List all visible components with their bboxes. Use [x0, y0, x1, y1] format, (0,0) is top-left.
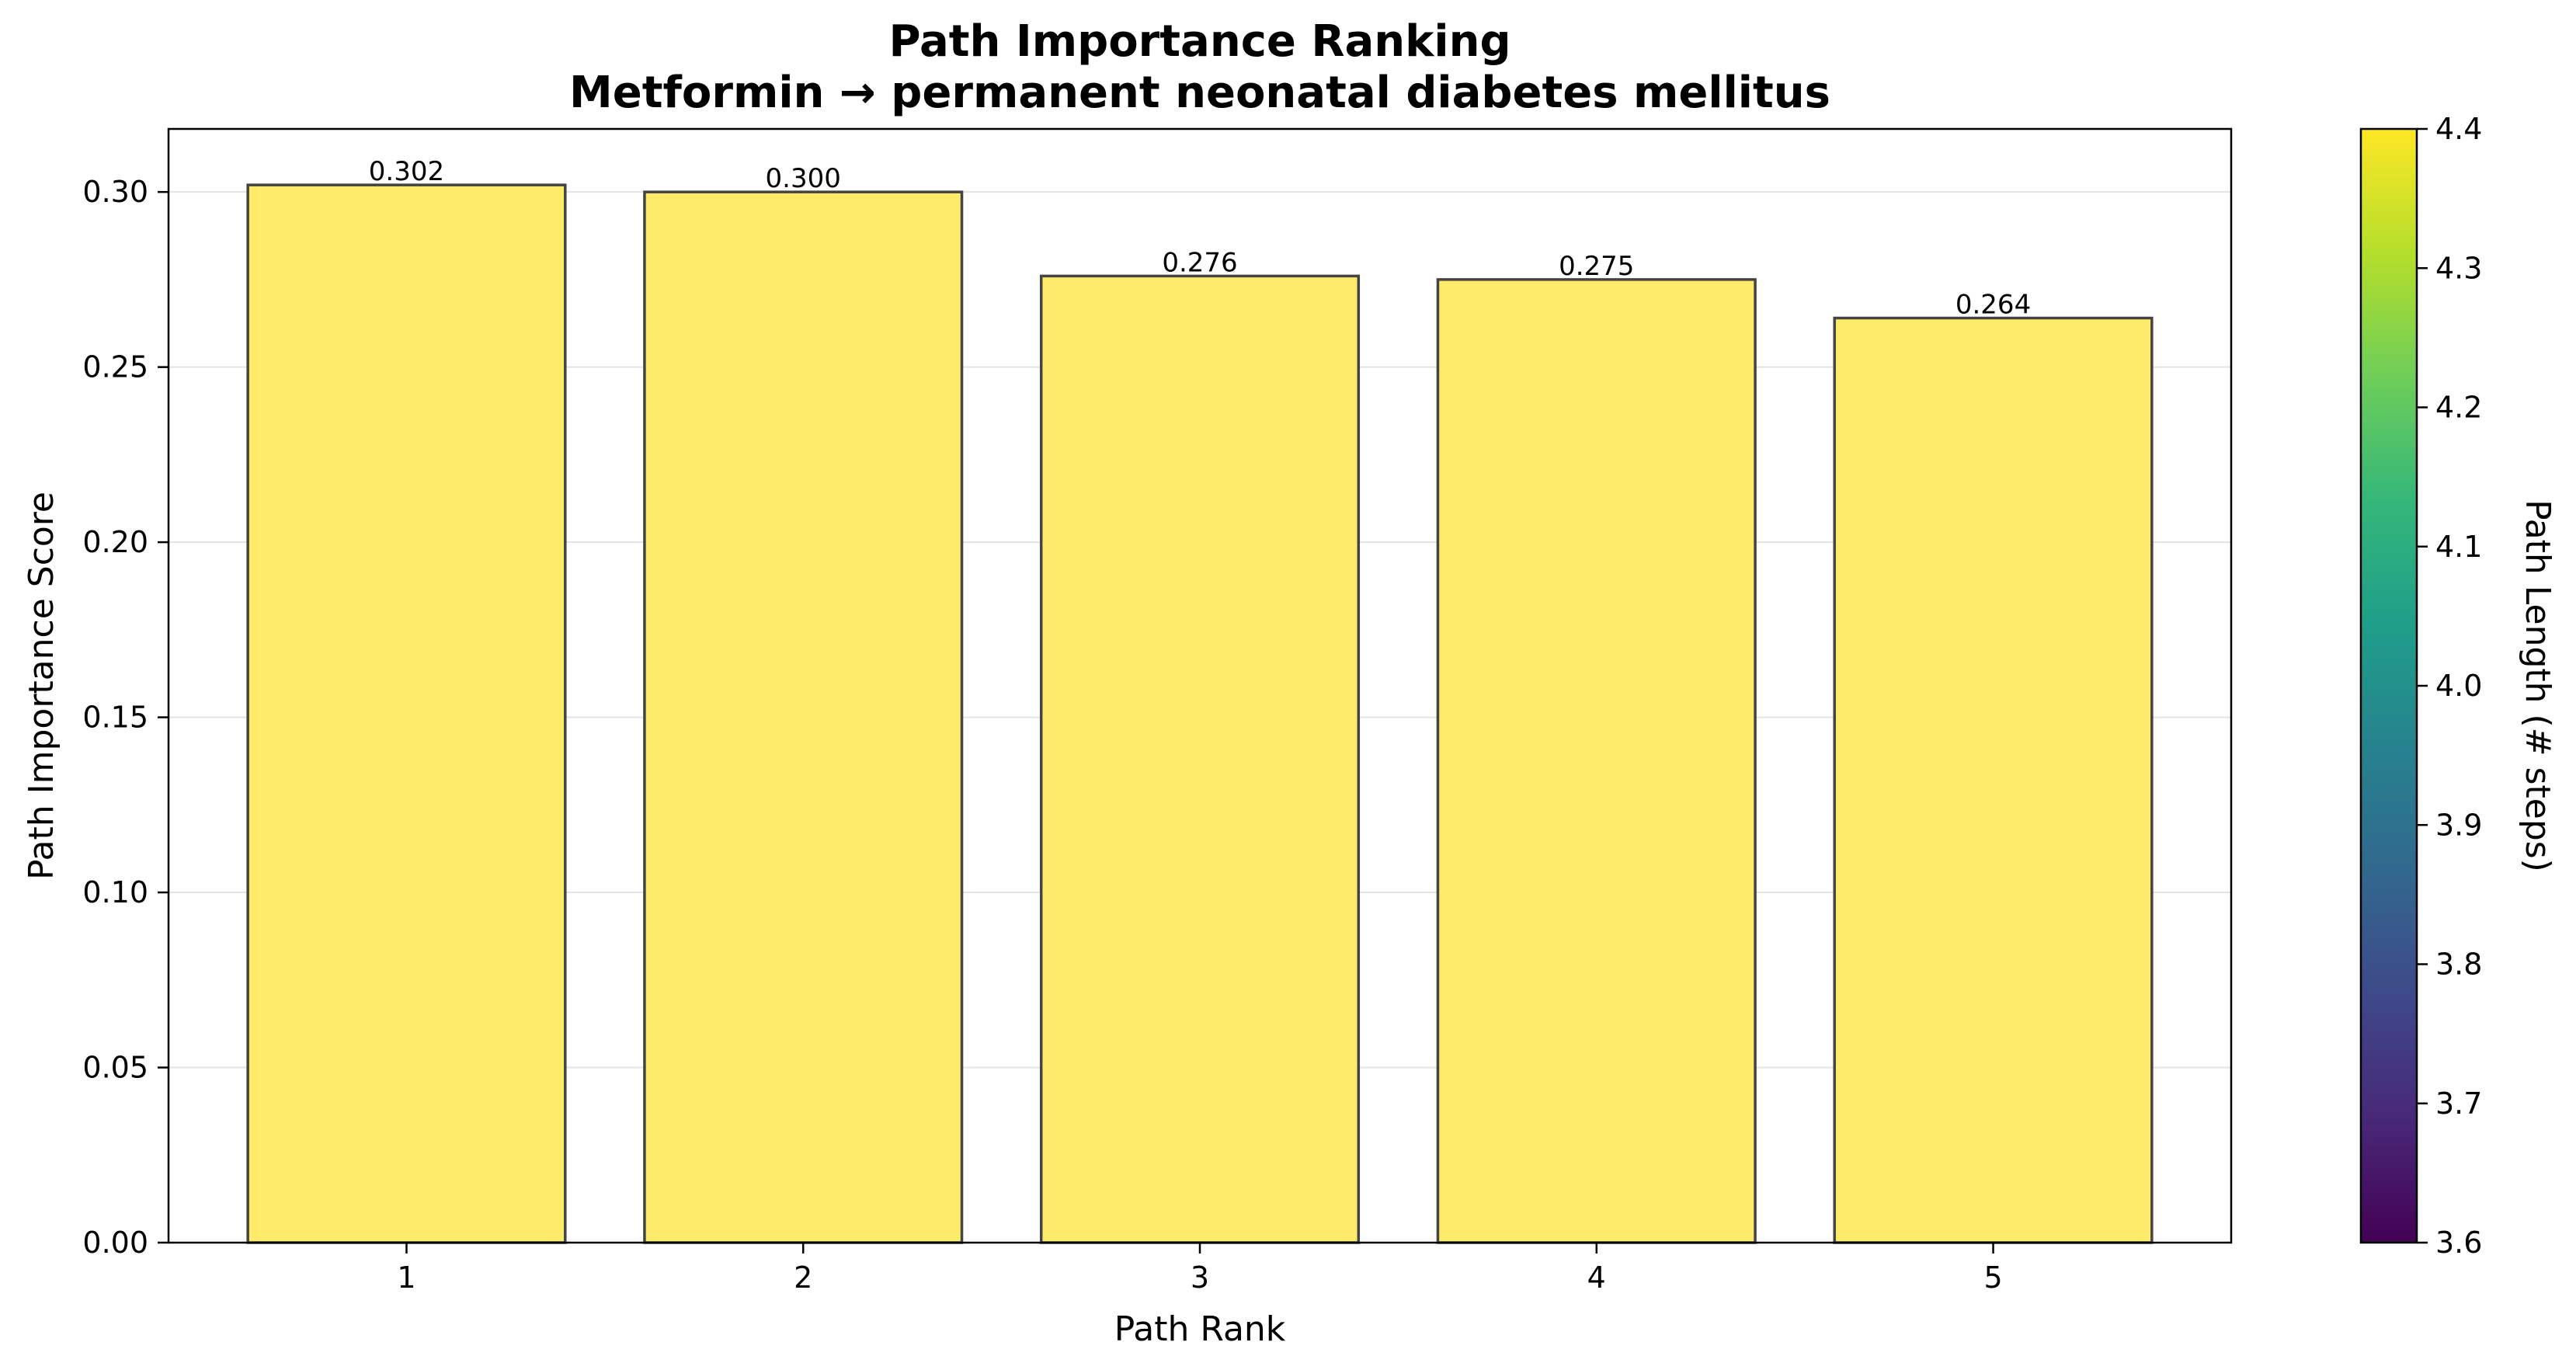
colorbar-tick-label: 4.3	[2435, 251, 2482, 285]
colorbar-tick-label: 4.1	[2435, 530, 2482, 564]
chart-title: Path Importance Ranking	[888, 16, 1510, 67]
x-axis-label: Path Rank	[1114, 1309, 1286, 1349]
bar-value-label: 0.276	[1162, 247, 1237, 278]
colorbar	[2359, 127, 2418, 1244]
bar	[1436, 278, 1757, 1244]
colorbar-ticks: 3.6 3.7 3.8 3.9 4.0 4.1 4.2 4.3 4.4	[2417, 112, 2482, 1260]
bars	[246, 183, 2154, 1244]
bar	[1039, 274, 1361, 1244]
colorbar-tick-label: 3.8	[2435, 948, 2482, 982]
bar-value-label: 0.300	[766, 163, 841, 194]
x-tick-label: 5	[1983, 1260, 2002, 1295]
value-labels: 0.302 0.300 0.276 0.275 0.264	[369, 156, 2031, 320]
y-axis-label: Path Importance Score	[22, 492, 61, 880]
y-tick-label: 0.10	[82, 875, 148, 909]
bar-value-label: 0.275	[1559, 251, 1634, 282]
colorbar-label: Path Length (# steps)	[2518, 499, 2557, 872]
colorbar-tick-label: 3.7	[2435, 1087, 2482, 1121]
bar	[643, 190, 964, 1244]
y-tick-label: 0.25	[82, 350, 148, 384]
x-tick-label: 3	[1191, 1260, 1209, 1295]
x-tick-label: 1	[397, 1260, 415, 1295]
y-tick-label: 0.20	[82, 525, 148, 559]
colorbar-tick-label: 4.0	[2435, 669, 2482, 703]
x-tick-label: 4	[1587, 1260, 1606, 1295]
y-tick-label: 0.30	[82, 175, 148, 209]
colorbar-tick-label: 3.9	[2435, 808, 2482, 842]
y-tick-label: 0.00	[82, 1226, 148, 1260]
y-tick-label: 0.05	[82, 1051, 148, 1085]
bar-value-label: 0.302	[369, 156, 444, 187]
y-axis: 0.00 0.05 0.10 0.15 0.20 0.25 0.30	[82, 175, 169, 1260]
y-tick-label: 0.15	[82, 701, 148, 735]
bar	[246, 183, 567, 1244]
colorbar-tick-label: 4.2	[2435, 391, 2482, 425]
bar	[1833, 316, 2154, 1244]
x-axis: 1 2 3 4 5	[397, 1243, 2003, 1295]
bar-value-label: 0.264	[1955, 290, 2031, 321]
colorbar-tick-label: 3.6	[2435, 1226, 2482, 1260]
x-tick-label: 2	[794, 1260, 812, 1295]
chart-subtitle: Metformin → permanent neonatal diabetes …	[569, 68, 1830, 118]
colorbar-tick-label: 4.4	[2435, 112, 2482, 146]
